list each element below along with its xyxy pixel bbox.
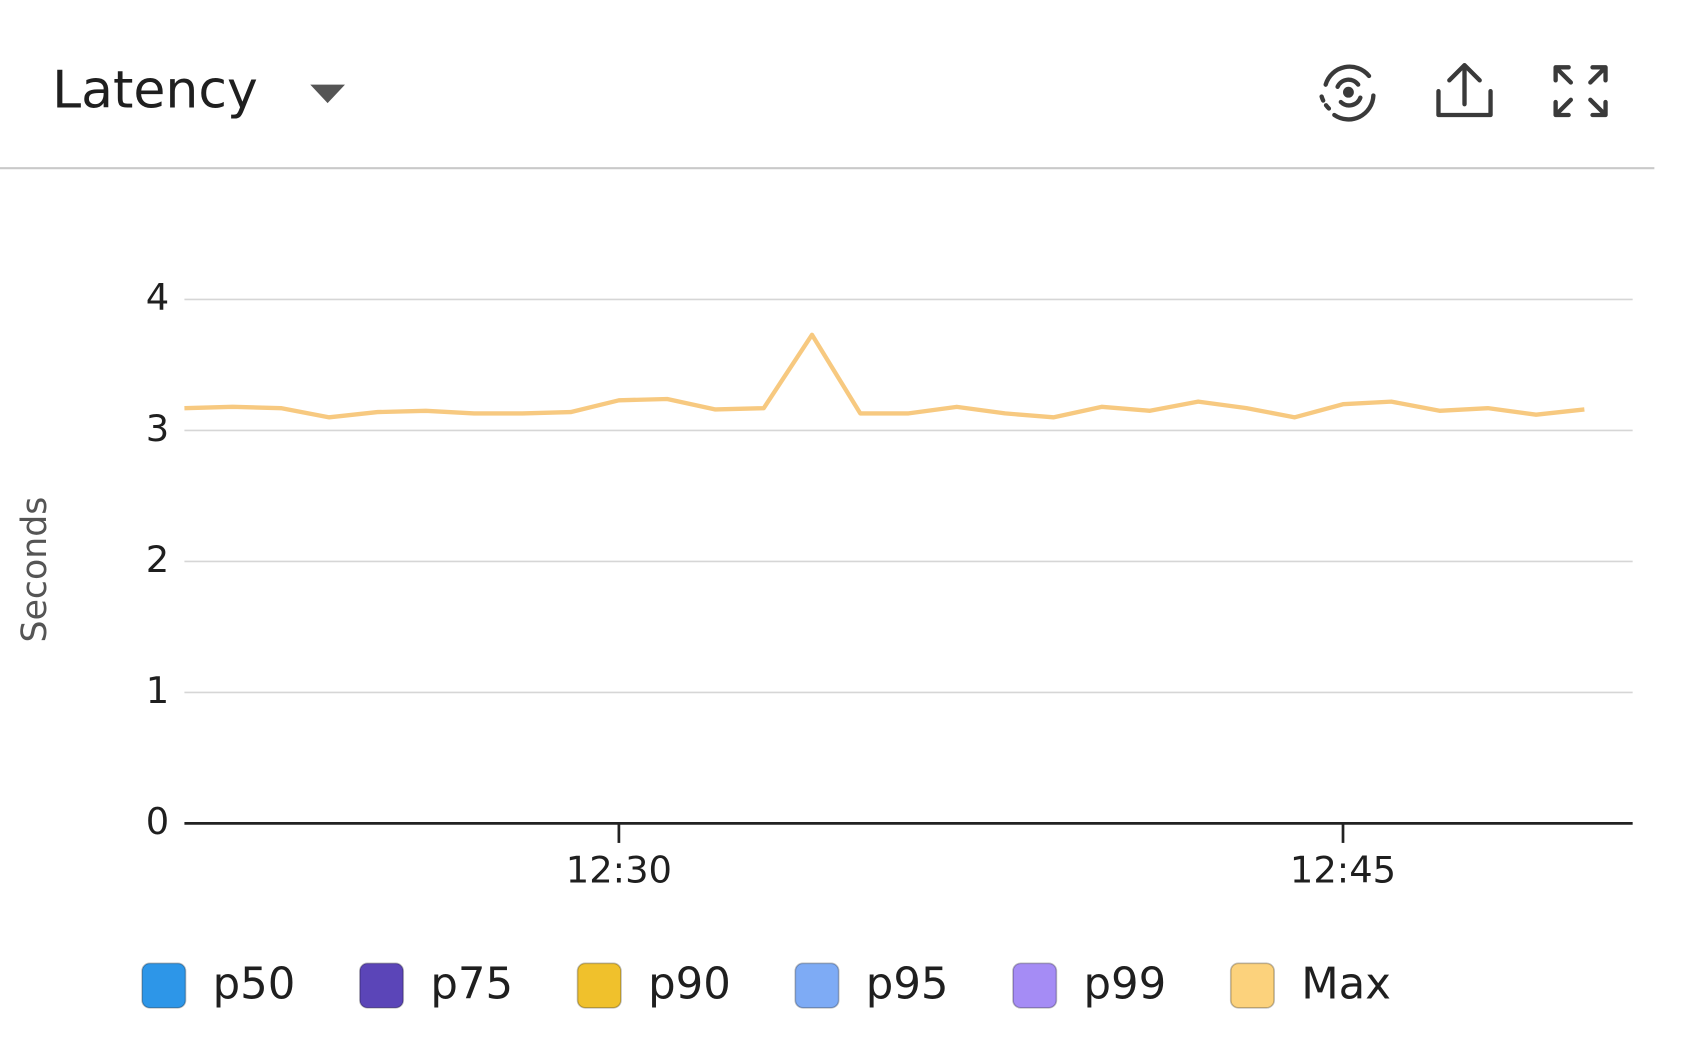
chart-title: Latency: [52, 60, 258, 120]
export-icon[interactable]: [1436, 62, 1493, 118]
y-tick-label: 0: [146, 800, 169, 843]
legend-swatch: [1229, 962, 1275, 1009]
legend-swatch: [576, 962, 622, 1009]
x-tick-label: 12:30: [566, 849, 672, 892]
x-tick-label: 12:45: [1290, 849, 1396, 892]
dropdown-arrow[interactable]: [310, 84, 345, 104]
legend-label: p75: [430, 960, 513, 1010]
legend-label: p50: [213, 960, 296, 1010]
line-series: [184, 332, 1585, 420]
legend-swatch: [1012, 962, 1058, 1009]
y-tick-label: 4: [146, 276, 169, 319]
y-tick-label: 1: [146, 669, 169, 712]
legend-swatch: [141, 962, 187, 1009]
live-icon[interactable]: [1319, 64, 1376, 122]
fullscreen-icon[interactable]: [1553, 65, 1608, 118]
y-axis-label: Seconds: [15, 497, 55, 643]
legend-swatch: [794, 962, 840, 1009]
y-tick-label: 3: [146, 407, 169, 450]
legend-label: p95: [866, 960, 949, 1010]
legend-label: Max: [1301, 960, 1391, 1010]
y-tick-label: 2: [146, 538, 169, 581]
legend-swatch: [359, 962, 405, 1009]
legend-label: p90: [648, 960, 731, 1010]
legend-label: p99: [1084, 960, 1167, 1010]
